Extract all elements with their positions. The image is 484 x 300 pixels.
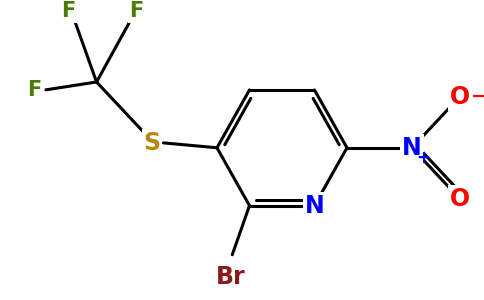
- Text: O: O: [450, 85, 470, 109]
- Text: S: S: [143, 131, 161, 155]
- Text: −: −: [471, 87, 484, 106]
- Text: Br: Br: [215, 265, 245, 289]
- Text: N: N: [402, 136, 422, 160]
- Text: +: +: [417, 148, 430, 166]
- Text: O: O: [450, 187, 470, 211]
- Text: N: N: [304, 194, 324, 218]
- Text: F: F: [60, 1, 75, 21]
- Text: F: F: [27, 80, 42, 100]
- Text: F: F: [130, 1, 144, 21]
